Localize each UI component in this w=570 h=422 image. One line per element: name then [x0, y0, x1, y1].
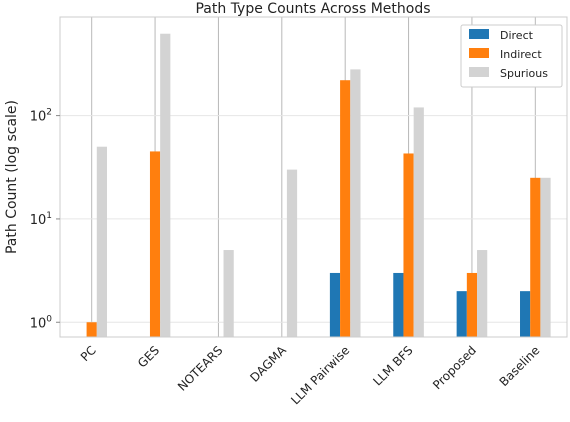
bar-direct-llm-pairwise [329, 272, 341, 337]
y-axis-label: Path Count (log scale) [4, 100, 20, 254]
bars-layer [86, 33, 551, 338]
x-tick-label: LLM Pairwise [288, 343, 352, 407]
legend-label-spurious: Spurious [500, 67, 548, 80]
legend-swatch-indirect [469, 48, 489, 58]
x-tick-label: GES [135, 343, 162, 370]
bar-indirect-baseline [530, 177, 541, 337]
y-tick-label: 102 [30, 108, 52, 125]
bar-indirect-llm-bfs [403, 153, 414, 337]
bar-spurious-llm-bfs [413, 107, 424, 337]
bar-spurious-proposed [477, 250, 488, 337]
x-tick-label: Baseline [497, 343, 543, 389]
legend-label-indirect: Indirect [500, 48, 542, 61]
y-tick-label: 101 [30, 211, 52, 228]
x-ticks-layer: PC GES NOTEARS DAGMA LLM Pairwise LLM BFS Prop… [78, 343, 543, 408]
legend-swatch-direct [469, 29, 489, 39]
chart-title: Path Type Counts Across Methods [195, 1, 430, 17]
y-tick-label: 100 [30, 314, 53, 331]
bar-spurious-baseline [540, 177, 551, 337]
x-tick-label: LLM BFS [370, 343, 415, 388]
bar-indirect-ges [149, 151, 161, 337]
x-tick-label: PC [78, 343, 99, 364]
bar-spurious-ges [160, 33, 171, 338]
bar-spurious-pc [96, 146, 107, 337]
bar-direct-baseline [520, 291, 531, 337]
legend: Direct Indirect Spurious [460, 24, 563, 88]
bar-spurious-dagma [286, 169, 298, 337]
x-tick-label: NOTEARS [175, 343, 226, 394]
bar-spurious-notears [223, 250, 234, 337]
bar-indirect-llm-pairwise [340, 80, 351, 337]
y-ticks-layer: 100 101 102 [30, 108, 60, 331]
bar-indirect-proposed [466, 272, 478, 337]
bar-indirect-pc [86, 322, 97, 337]
bar-direct-llm-bfs [393, 272, 404, 337]
legend-swatch-spurious [469, 67, 489, 77]
legend-label-direct: Direct [500, 29, 534, 42]
plot-frame [59, 16, 568, 338]
bar-direct-proposed [456, 291, 467, 337]
x-tick-label: Proposed [430, 343, 479, 392]
bar-spurious-llm-pairwise [350, 69, 361, 338]
x-tick-label: DAGMA [247, 343, 289, 385]
